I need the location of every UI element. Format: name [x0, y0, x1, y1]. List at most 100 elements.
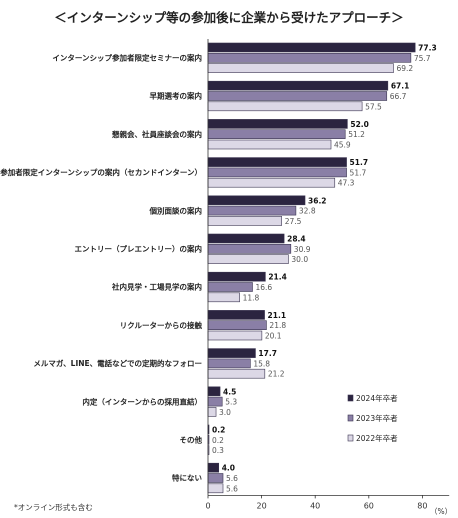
data-label: 3.0: [219, 408, 231, 417]
x-tick-label: 60: [364, 501, 374, 510]
data-label: 17.7: [258, 349, 277, 358]
bar: [207, 91, 388, 101]
bar: [207, 396, 223, 407]
data-label: 21.1: [268, 311, 287, 320]
x-tick-label: 20: [257, 501, 267, 510]
data-label: 75.7: [414, 54, 431, 63]
bar: [207, 233, 285, 244]
legend-swatch: [347, 394, 354, 402]
data-label: 0.3: [212, 446, 224, 455]
bar: [207, 139, 332, 150]
data-label: 47.3: [338, 179, 355, 188]
x-tick-label: 80: [417, 501, 427, 510]
data-label: 36.2: [308, 196, 327, 205]
category-labels-group: インターンシップ参加者限定セミナーの案内早期選考の案内懇親会、社員座談会の案内参…: [0, 53, 202, 483]
bar: [207, 177, 336, 188]
bar: [207, 52, 412, 63]
data-label: 21.2: [268, 370, 285, 379]
footnote: *オンライン形式も含む: [14, 502, 93, 512]
data-label: 27.5: [285, 217, 302, 226]
data-label: 5.6: [226, 474, 238, 483]
data-label: 69.2: [396, 64, 413, 73]
bar: [207, 129, 346, 139]
category-label: 特にない: [172, 473, 202, 483]
bar: [207, 244, 292, 254]
category-label: 個別面談の案内: [149, 205, 203, 215]
data-label: 77.3: [418, 44, 437, 53]
data-label: 20.1: [265, 332, 282, 341]
bar: [207, 386, 221, 397]
legend-label: 2022年卒者: [356, 433, 398, 443]
category-label: インターンシップ参加者限定セミナーの案内: [52, 53, 202, 63]
category-label: メルマガ、LINE、電話などでの定期的なフォロー: [33, 358, 202, 368]
category-label: 参加者限定インターンシップの案内（セカンドインターン）: [0, 167, 202, 177]
bar: [207, 42, 416, 53]
bar: [207, 119, 348, 129]
data-label: 57.5: [365, 102, 382, 111]
legend-swatch: [347, 434, 354, 442]
bar: [207, 63, 394, 73]
bar: [207, 282, 253, 292]
data-label: 51.2: [348, 130, 365, 139]
x-axis: 0 20 40 60 80: [205, 39, 450, 510]
bar: [207, 205, 297, 216]
data-label: 51.7: [350, 168, 367, 177]
bar: [207, 330, 263, 341]
bar: [207, 473, 224, 483]
bar: [207, 483, 224, 494]
bar: [207, 348, 256, 358]
bars-group: 77.375.769.2 67.166.7 57.5 52.051.2 45.9 51.7…: [207, 42, 437, 494]
category-label: 社内見学・工場見学の案内: [111, 282, 202, 292]
data-label: 51.7: [350, 158, 369, 167]
category-label: 早期選考の案内: [150, 91, 203, 101]
data-label: 32.8: [299, 207, 316, 216]
category-label: 内定（インターンからの採用直結）: [82, 396, 202, 406]
bar: [207, 320, 267, 331]
bar: [207, 157, 347, 167]
data-label: 21.8: [269, 321, 286, 330]
data-label: 52.0: [350, 120, 369, 129]
x-tick-label: 40: [310, 501, 320, 510]
data-label: 5.6: [226, 484, 238, 493]
bar: [207, 292, 240, 303]
unit-label: （%）: [430, 507, 452, 516]
data-label: 5.3: [225, 398, 237, 407]
bar: [207, 407, 217, 417]
bar: [207, 216, 282, 226]
data-label: 30.9: [294, 245, 311, 254]
data-label: 67.1: [391, 82, 410, 91]
legend-label: 2024年卒者: [356, 393, 398, 403]
category-label: その他: [180, 435, 203, 445]
data-label: 28.4: [287, 235, 306, 244]
category-label: リクルーターからの接触: [120, 320, 203, 330]
bar: [207, 80, 389, 91]
data-label: 15.8: [253, 359, 270, 368]
bar: [207, 195, 306, 206]
legend-label: 2023年卒者: [356, 413, 398, 423]
bar: [207, 167, 347, 178]
data-label: 0.2: [212, 436, 224, 445]
bar: [207, 254, 289, 264]
bar: [207, 271, 266, 282]
data-label: 16.6: [255, 283, 272, 292]
chart-title: ＜インターンシップ等の参加後に企業から受けたアプローチ＞: [54, 10, 403, 25]
legend: 2024年卒者 2023年卒者 2022年卒者: [347, 393, 398, 443]
x-tick-label: 0: [205, 501, 210, 510]
legend-swatch: [347, 414, 354, 422]
data-label: 0.2: [212, 426, 225, 435]
data-label: 45.9: [334, 141, 351, 150]
bar: [207, 310, 265, 320]
data-label: 30.0: [291, 255, 308, 264]
data-label: 4.5: [223, 387, 236, 396]
data-label: 4.0: [222, 464, 235, 473]
category-label: エントリー（プレエントリー）の案内: [75, 244, 203, 254]
data-label: 21.4: [268, 273, 287, 282]
bar: [207, 358, 251, 369]
category-label: 懇親会、社員座談会の案内: [112, 129, 202, 139]
bar: [207, 101, 363, 112]
data-label: 11.8: [243, 293, 260, 302]
data-label: 66.7: [390, 92, 407, 101]
bar: [207, 462, 220, 473]
bar: [207, 368, 266, 379]
